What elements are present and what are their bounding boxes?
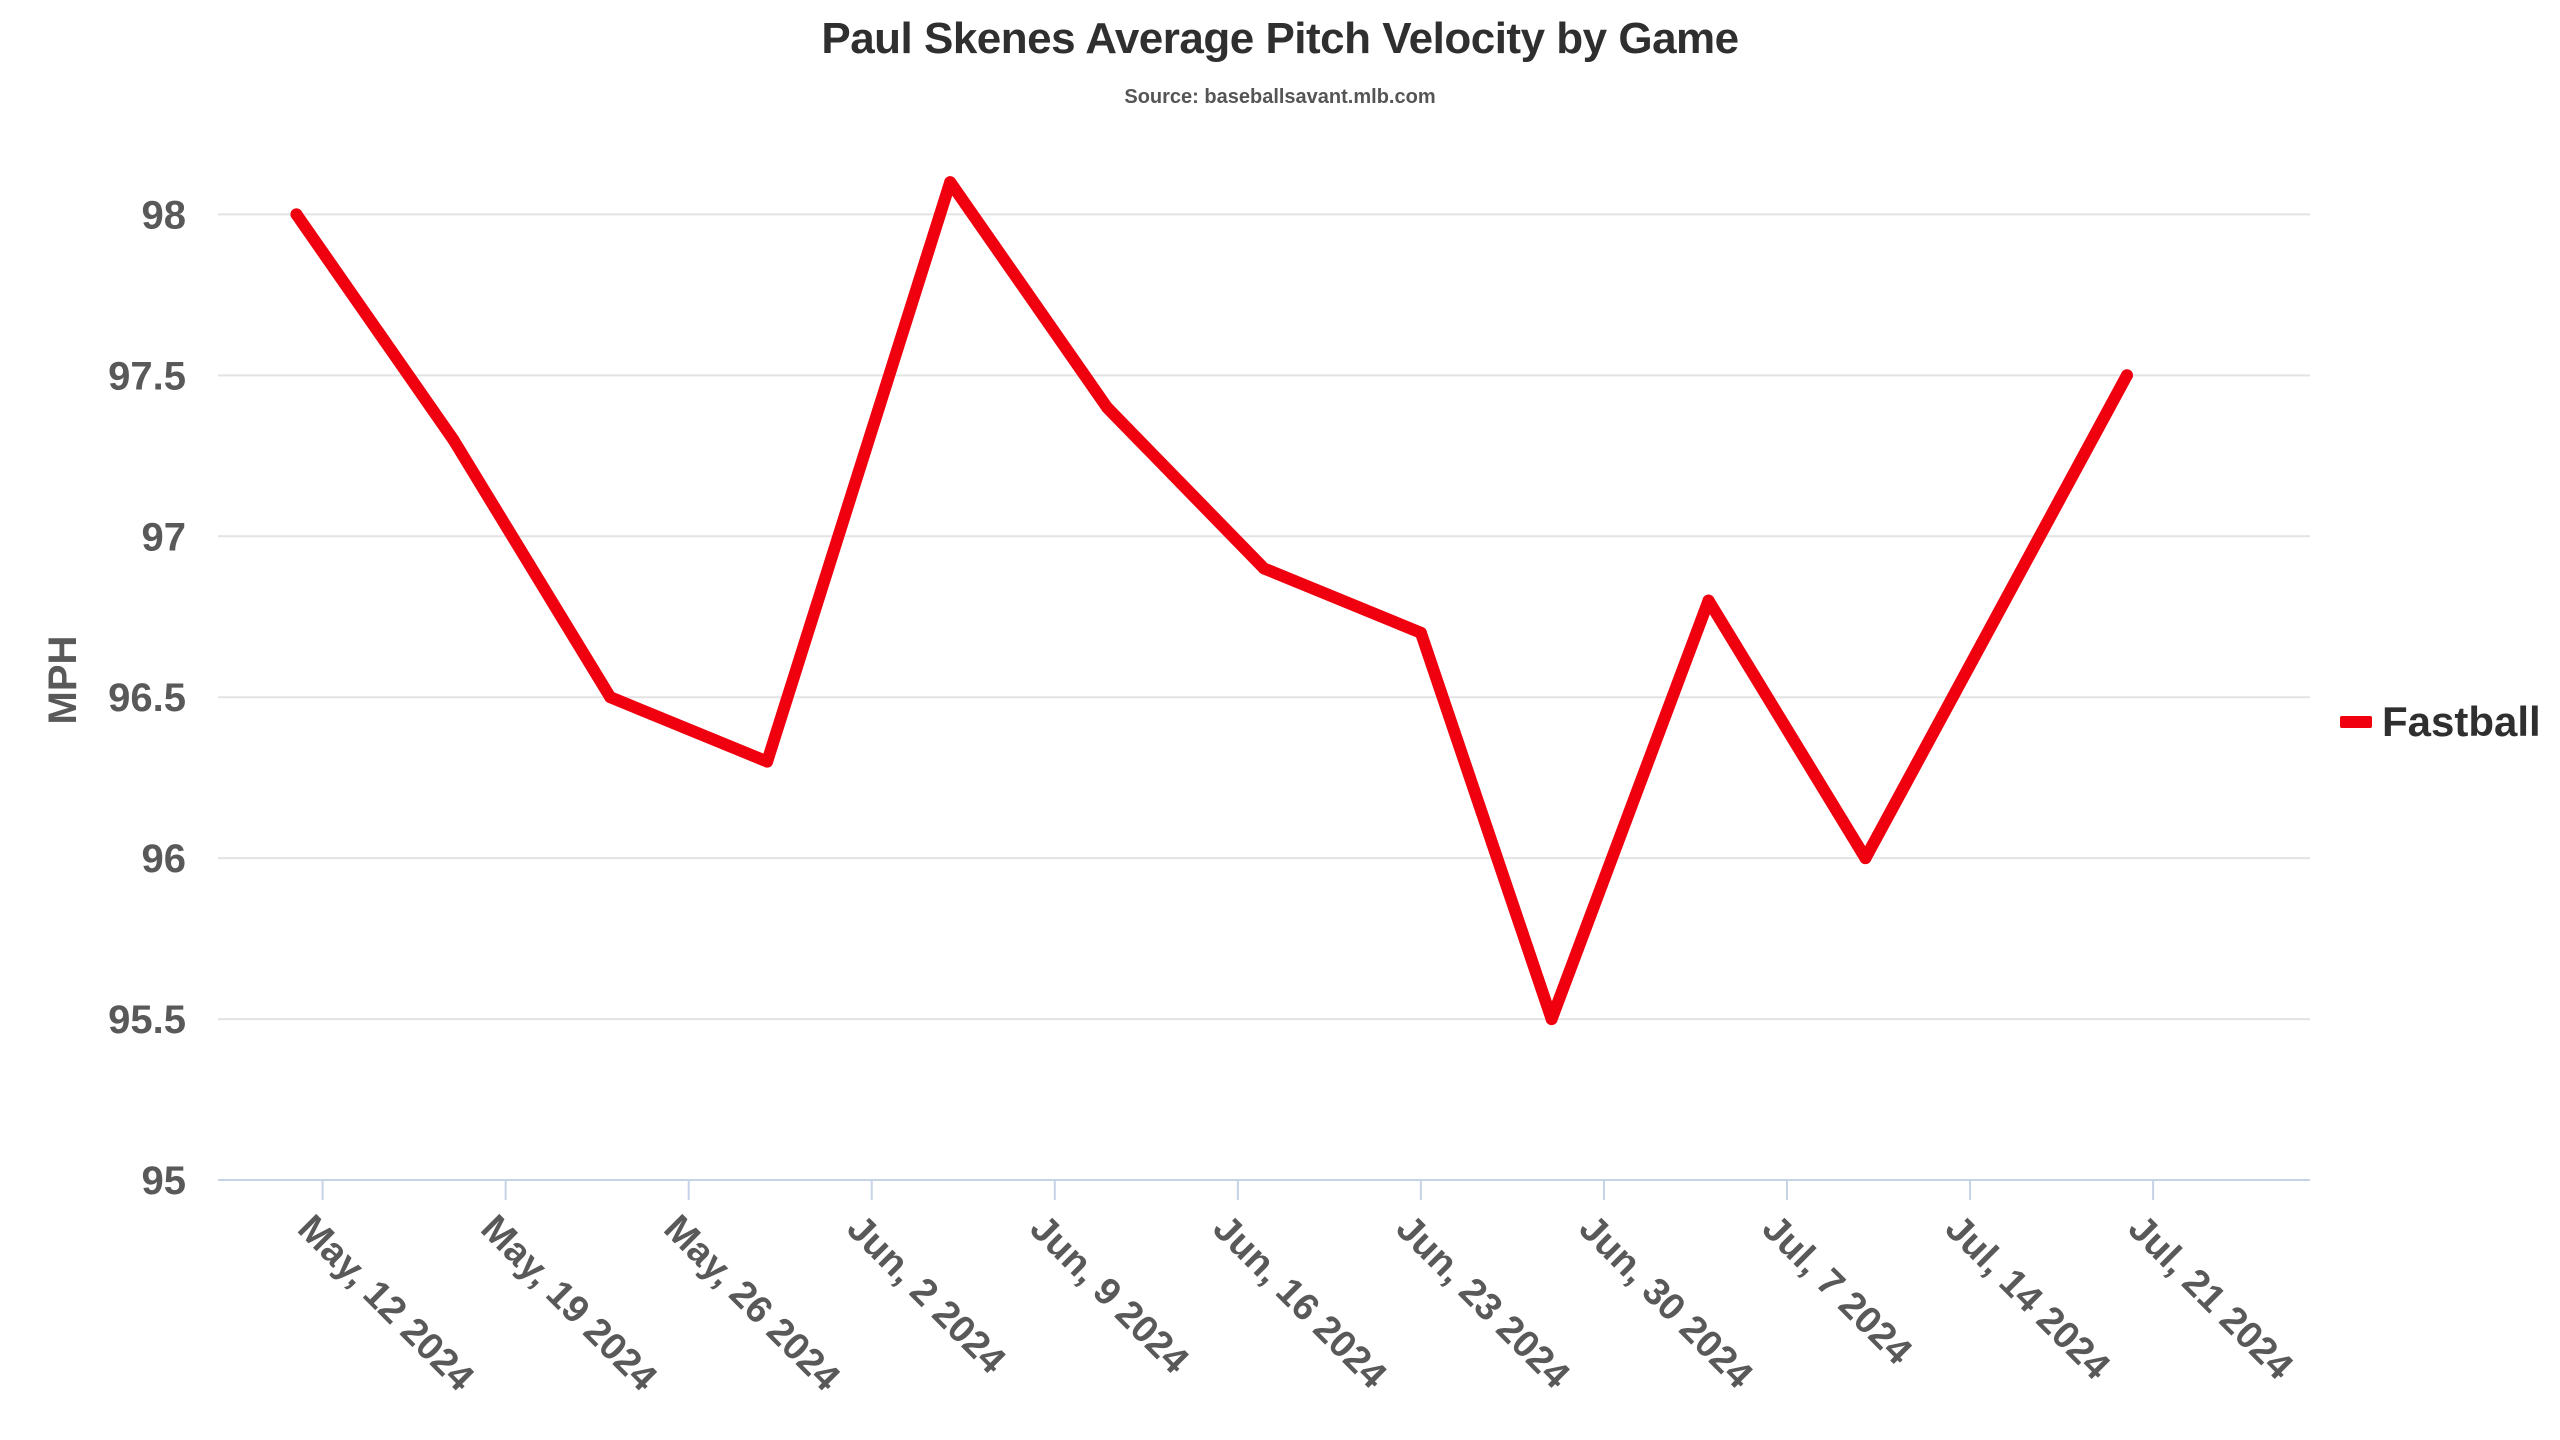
chart-subtitle: Source: baseballsavant.mlb.com	[1124, 86, 1436, 108]
data-point	[1414, 626, 1427, 639]
x-tick-label: Jun, 9 2024	[1022, 1207, 1197, 1382]
x-tick-label: Jun, 23 2024	[1388, 1207, 1578, 1397]
y-tick-label: 96.5	[108, 676, 186, 720]
x-tick-label: Jun, 16 2024	[1205, 1207, 1395, 1397]
x-tick-label: Jul, 7 2024	[1754, 1207, 1920, 1373]
y-tick-label: 98	[142, 193, 187, 237]
data-point	[1101, 401, 1114, 414]
x-tick-label: Jun, 2 2024	[839, 1207, 1014, 1382]
y-axis-label: MPH	[41, 636, 85, 725]
data-point	[447, 433, 460, 446]
data-point	[1859, 852, 1872, 865]
legend: Fastball	[2340, 698, 2541, 746]
y-tick-label: 95.5	[108, 998, 186, 1042]
data-point	[761, 755, 774, 768]
legend-label-fastball: Fastball	[2382, 698, 2541, 745]
data-point	[2120, 369, 2133, 382]
data-point	[1545, 1013, 1558, 1026]
data-point	[290, 208, 303, 221]
chart-title: Paul Skenes Average Pitch Velocity by Ga…	[821, 14, 1739, 63]
gridlines	[218, 213, 2310, 1021]
x-tick-label: Jul, 21 2024	[2120, 1207, 2301, 1388]
series-group	[290, 176, 2133, 1026]
y-axis: 95 95.5 96 96.5 97 97.5 98	[108, 193, 186, 1203]
x-tick-label: Jul, 14 2024	[1937, 1207, 2118, 1388]
y-tick-label: 97	[142, 515, 187, 559]
data-point	[1258, 562, 1270, 575]
y-tick-label: 97.5	[108, 354, 186, 398]
x-tick-label: May, 19 2024	[473, 1207, 665, 1399]
series-line-fastball	[290, 176, 2133, 1026]
legend-swatch-fastball	[2340, 716, 2372, 728]
x-tick-label: May, 12 2024	[290, 1207, 482, 1399]
x-tick-label: May, 26 2024	[656, 1207, 848, 1399]
y-tick-label: 96	[142, 837, 187, 881]
y-tick-label: 95	[142, 1159, 187, 1203]
data-point	[604, 691, 617, 704]
x-tick-label: Jun, 30 2024	[1571, 1207, 1761, 1397]
data-point	[1702, 594, 1715, 607]
data-point	[944, 176, 957, 189]
